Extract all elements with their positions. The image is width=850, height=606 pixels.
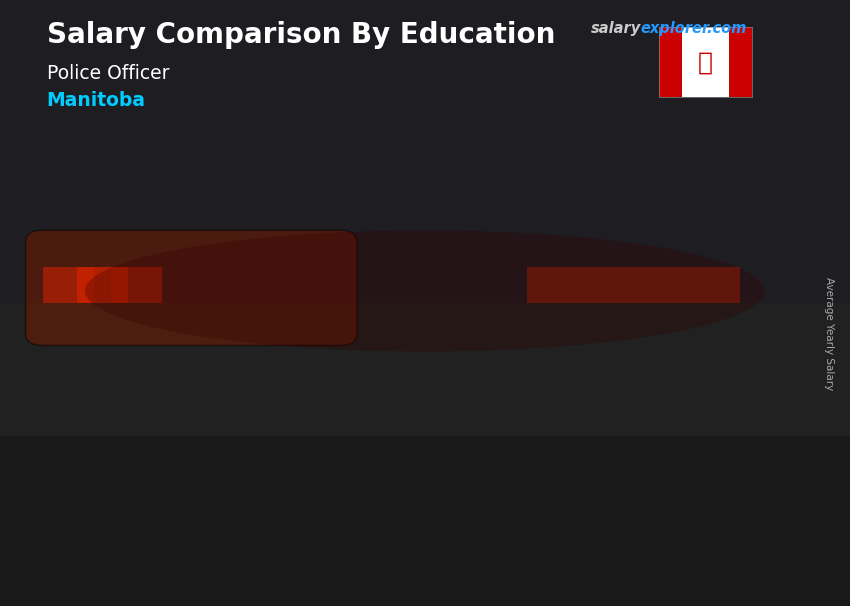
Bar xyxy=(76,267,128,303)
Bar xyxy=(362,341,373,527)
Bar xyxy=(362,341,454,527)
Bar xyxy=(659,27,682,97)
FancyBboxPatch shape xyxy=(26,230,357,345)
Bar xyxy=(527,267,740,303)
Text: salary: salary xyxy=(591,21,641,36)
Text: Average Yearly Salary: Average Yearly Salary xyxy=(824,277,834,390)
Text: 43,600 CAD: 43,600 CAD xyxy=(118,380,209,395)
Bar xyxy=(42,267,94,303)
Bar xyxy=(728,27,752,97)
Text: Manitoba: Manitoba xyxy=(47,91,145,110)
Text: 🍁: 🍁 xyxy=(698,50,713,74)
Text: +57%: +57% xyxy=(241,238,321,262)
Bar xyxy=(0,394,850,606)
Bar xyxy=(682,27,728,97)
Text: +68%: +68% xyxy=(460,112,541,135)
Text: 68,400 CAD: 68,400 CAD xyxy=(351,312,442,327)
Bar xyxy=(581,214,673,527)
Bar xyxy=(143,408,235,527)
Polygon shape xyxy=(235,405,243,527)
Polygon shape xyxy=(673,211,683,527)
Polygon shape xyxy=(581,211,683,214)
Text: explorer.com: explorer.com xyxy=(640,21,746,36)
Bar xyxy=(0,285,850,436)
Bar xyxy=(143,408,154,527)
Polygon shape xyxy=(454,338,463,527)
Ellipse shape xyxy=(85,230,765,351)
Polygon shape xyxy=(362,338,463,341)
Bar xyxy=(581,214,592,527)
Bar xyxy=(0,0,850,303)
Polygon shape xyxy=(143,405,243,408)
Text: 115,000 CAD: 115,000 CAD xyxy=(570,185,671,201)
Text: Police Officer: Police Officer xyxy=(47,64,169,82)
Bar xyxy=(110,267,162,303)
Text: Salary Comparison By Education: Salary Comparison By Education xyxy=(47,21,555,49)
